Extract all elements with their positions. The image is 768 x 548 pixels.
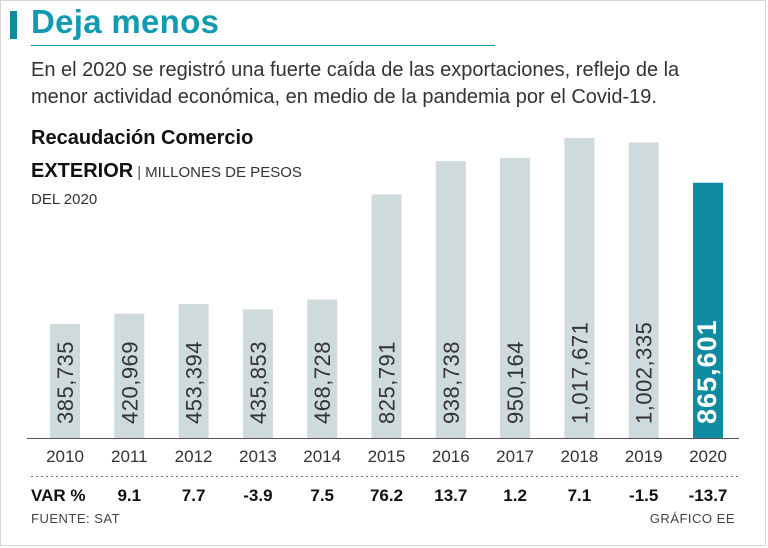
bar-2015 (371, 194, 402, 438)
bar-2020 (693, 182, 723, 438)
var-value-2016: 13.7 (434, 486, 467, 505)
year-label-2015: 2015 (368, 447, 406, 466)
chart-title-line1: Recaudación Comercio (31, 127, 254, 149)
var-value-2020: -13.7 (689, 486, 728, 505)
value-label-2010: 385,735 (53, 341, 78, 424)
var-value-2019: -1.5 (629, 486, 658, 505)
unit-separator: | (137, 164, 142, 181)
value-label-2015: 825,791 (375, 341, 400, 424)
page-title: Deja menos (31, 3, 220, 40)
chart-unit-label-2: DEL 2020 (31, 191, 98, 208)
year-label-2014: 2014 (303, 447, 341, 466)
year-label-2013: 2013 (239, 447, 277, 466)
chart-title: Recaudación Comercio (31, 125, 253, 151)
var-value-2012: 7.7 (182, 486, 206, 505)
year-label-2010: 2010 (46, 447, 84, 466)
year-label-2012: 2012 (175, 447, 213, 466)
value-label-2018: 1,017,671 (567, 322, 592, 424)
bar-2017 (500, 157, 531, 439)
chart-title-line2: Exterior (31, 160, 134, 182)
chart-unit: Exterior | MILLONES DE PESOS DEL 2020 (31, 158, 331, 213)
value-label-2019: 1,002,335 (632, 322, 657, 424)
year-label-2019: 2019 (625, 447, 663, 466)
value-label-2012: 453,394 (182, 341, 207, 424)
var-value-2017: 1.2 (503, 486, 527, 505)
value-label-2017: 950,164 (503, 341, 528, 424)
bar-2012 (178, 304, 209, 438)
year-label-2017: 2017 (496, 447, 534, 466)
value-label-2013: 435,853 (246, 341, 271, 424)
subtitle: En el 2020 se registró una fuerte caída … (31, 59, 680, 108)
bar-2011 (114, 313, 145, 438)
value-label-2020: 865,601 (692, 319, 722, 424)
year-label-2018: 2018 (560, 447, 598, 466)
bar-2019 (628, 142, 659, 438)
var-value-2013: -3.9 (243, 486, 272, 505)
var-value-2018: 7.1 (568, 486, 592, 505)
title-divider (31, 45, 495, 46)
value-label-2011: 420,969 (117, 341, 142, 424)
var-value-2014: 7.5 (310, 486, 334, 505)
year-label-2020: 2020 (689, 447, 727, 466)
year-label-2016: 2016 (432, 447, 470, 466)
bar-2018 (564, 138, 595, 438)
title-accent-bar (10, 11, 17, 39)
source-note: FUENTE: SAT (31, 511, 121, 526)
bar-2016 (435, 161, 466, 438)
bar-2014 (307, 299, 338, 438)
chart-unit-label: MILLONES DE PESOS (145, 164, 302, 181)
value-label-2016: 938,738 (439, 341, 464, 424)
var-value-2011: 9.1 (117, 486, 141, 505)
bar-2013 (242, 309, 273, 438)
bar-2010 (50, 324, 80, 438)
value-label-2014: 468,728 (310, 341, 335, 424)
graphic-credit: GRÁFICO EE (649, 511, 735, 526)
var-value-2015: 76.2 (370, 486, 403, 505)
year-label-2011: 2011 (111, 447, 148, 466)
var-label: VAR % (31, 486, 85, 505)
